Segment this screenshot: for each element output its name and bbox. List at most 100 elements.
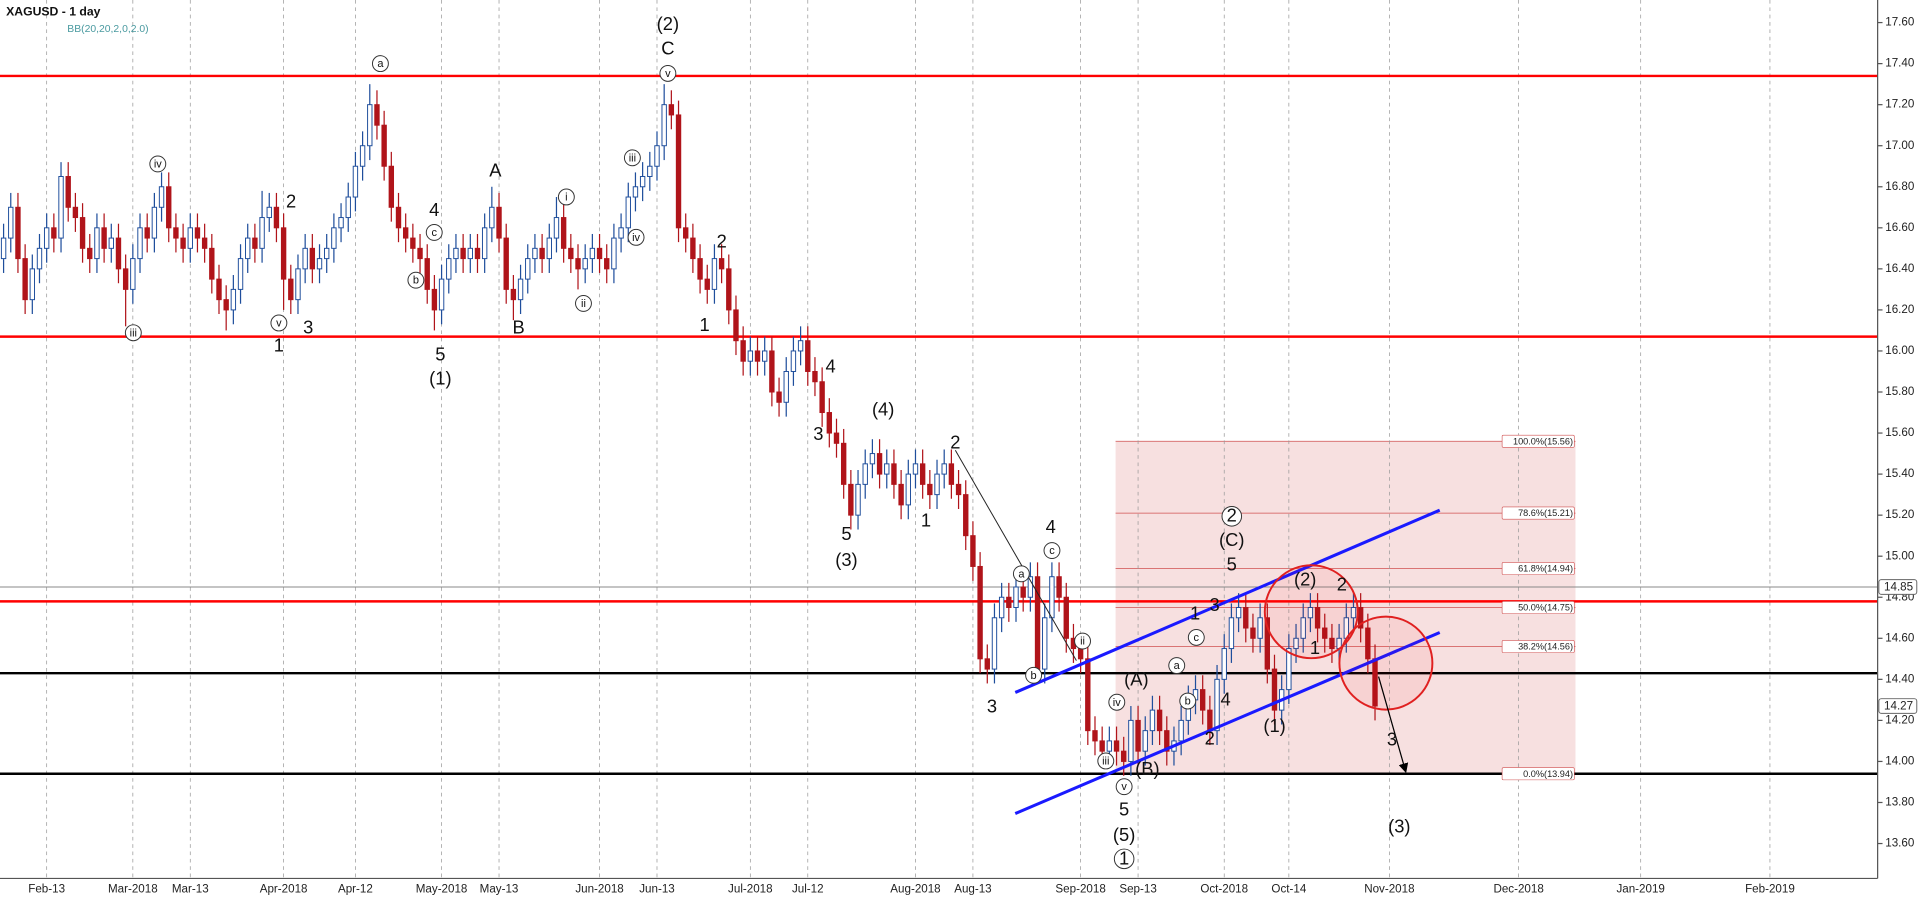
wave-label: (3) (1388, 815, 1410, 836)
wave-label: (A) (1124, 669, 1148, 690)
candle-body (72, 206, 79, 219)
wave-circle (149, 155, 167, 173)
candle-body (230, 288, 237, 311)
wave-label: iv (632, 232, 640, 244)
candle-body (876, 453, 883, 475)
candle-body (1128, 719, 1134, 762)
wave-label: (B) (1135, 758, 1159, 779)
candle-body (1199, 689, 1206, 711)
candle-body (697, 258, 703, 280)
wave-label: 5 (841, 523, 851, 544)
candle-body (1092, 730, 1098, 742)
candle-body (424, 258, 430, 290)
wave-label: i (565, 191, 567, 203)
candle-body (489, 206, 495, 229)
candle-body (331, 227, 337, 249)
wave-label: b (413, 275, 419, 287)
y-tick-label: 17.20 (1885, 98, 1914, 111)
candle-body (840, 442, 847, 485)
candle-body (446, 258, 452, 280)
wave-circle (270, 314, 288, 332)
drawings (0, 0, 1879, 880)
candle-body (503, 237, 509, 290)
candle-body (187, 227, 193, 249)
candle-body (884, 463, 890, 475)
candle-body (324, 247, 330, 260)
candle-body (302, 247, 308, 270)
wave-circle (371, 55, 389, 73)
wave-label: (1) (429, 368, 451, 389)
x-tick-label: Jun-13 (639, 882, 674, 895)
y-tick-label: 15.20 (1885, 508, 1914, 521)
candle-body (632, 186, 639, 198)
wave-label: (2) (1294, 568, 1316, 589)
candle-body (259, 217, 265, 249)
highlight-circle (1338, 615, 1434, 711)
wave-label: 2 (1337, 573, 1347, 594)
fib-label: 50.0%(14.75) (1518, 603, 1573, 613)
y-tick-label: 15.60 (1885, 426, 1914, 439)
candle-body (108, 237, 114, 249)
candle-body (58, 176, 64, 239)
candle-body (122, 268, 129, 290)
x-tick-label: Dec-2018 (1493, 882, 1543, 895)
y-tick-label: 16.40 (1885, 262, 1914, 275)
candle-body (1156, 709, 1163, 732)
y-tick-label: 17.40 (1885, 57, 1914, 70)
wave-label: c (431, 227, 437, 239)
candle-body (539, 247, 545, 260)
y-tick-label: 16.60 (1885, 221, 1914, 234)
candle-body (1314, 607, 1321, 629)
candle-body (560, 217, 567, 249)
x-tick-label: May-13 (480, 882, 519, 895)
wave-label: B (513, 316, 525, 337)
candle-body (1243, 607, 1249, 629)
wave-circle (1108, 693, 1126, 711)
x-tick-label: Jul-12 (792, 882, 824, 895)
wave-circle (1115, 778, 1133, 796)
candle-body (0, 237, 7, 260)
wave-label: 1 (1310, 637, 1320, 658)
candle-body (582, 258, 588, 270)
candle-body (553, 217, 560, 239)
candle-body (388, 165, 395, 208)
candle-body (280, 227, 287, 280)
candle-body (1221, 648, 1227, 680)
candle-body (1365, 627, 1371, 660)
wave-label: b (1185, 696, 1191, 708)
candle-body (29, 268, 36, 301)
candle-body (1329, 637, 1335, 650)
candle-body (661, 104, 667, 147)
candle-body (525, 258, 531, 280)
wave-label: b (1031, 670, 1037, 682)
candle-body (22, 258, 28, 301)
candle-body (237, 258, 244, 290)
candle-body (87, 247, 93, 260)
candle-body (639, 176, 646, 188)
wave-label: (5) (1113, 824, 1135, 845)
wave-label: v (665, 68, 671, 80)
candle-body (1020, 586, 1026, 598)
y-tick-label: 17.60 (1885, 16, 1914, 29)
wave-circle (1025, 666, 1043, 684)
candle-body (1063, 596, 1069, 639)
wave-label: ii (1080, 636, 1085, 648)
wave-label: 2 (286, 190, 296, 211)
candle-body (288, 278, 294, 301)
wave-circle (575, 294, 592, 312)
wave-label: (4) (872, 398, 894, 419)
y-tick-label: 16.80 (1885, 180, 1914, 193)
candle-body (1121, 750, 1127, 762)
candle-body (431, 288, 438, 311)
candle-body (919, 463, 926, 485)
x-tick-label: Jul-2018 (728, 882, 773, 895)
candle-body (927, 483, 933, 496)
candle-body (166, 186, 172, 229)
candle-body (955, 483, 962, 496)
indicator-label: BB(20,20,2,0,2.0) (67, 24, 148, 35)
candle-body (510, 288, 517, 301)
wave-label: 1 (921, 510, 931, 531)
candle-body (1142, 730, 1148, 752)
